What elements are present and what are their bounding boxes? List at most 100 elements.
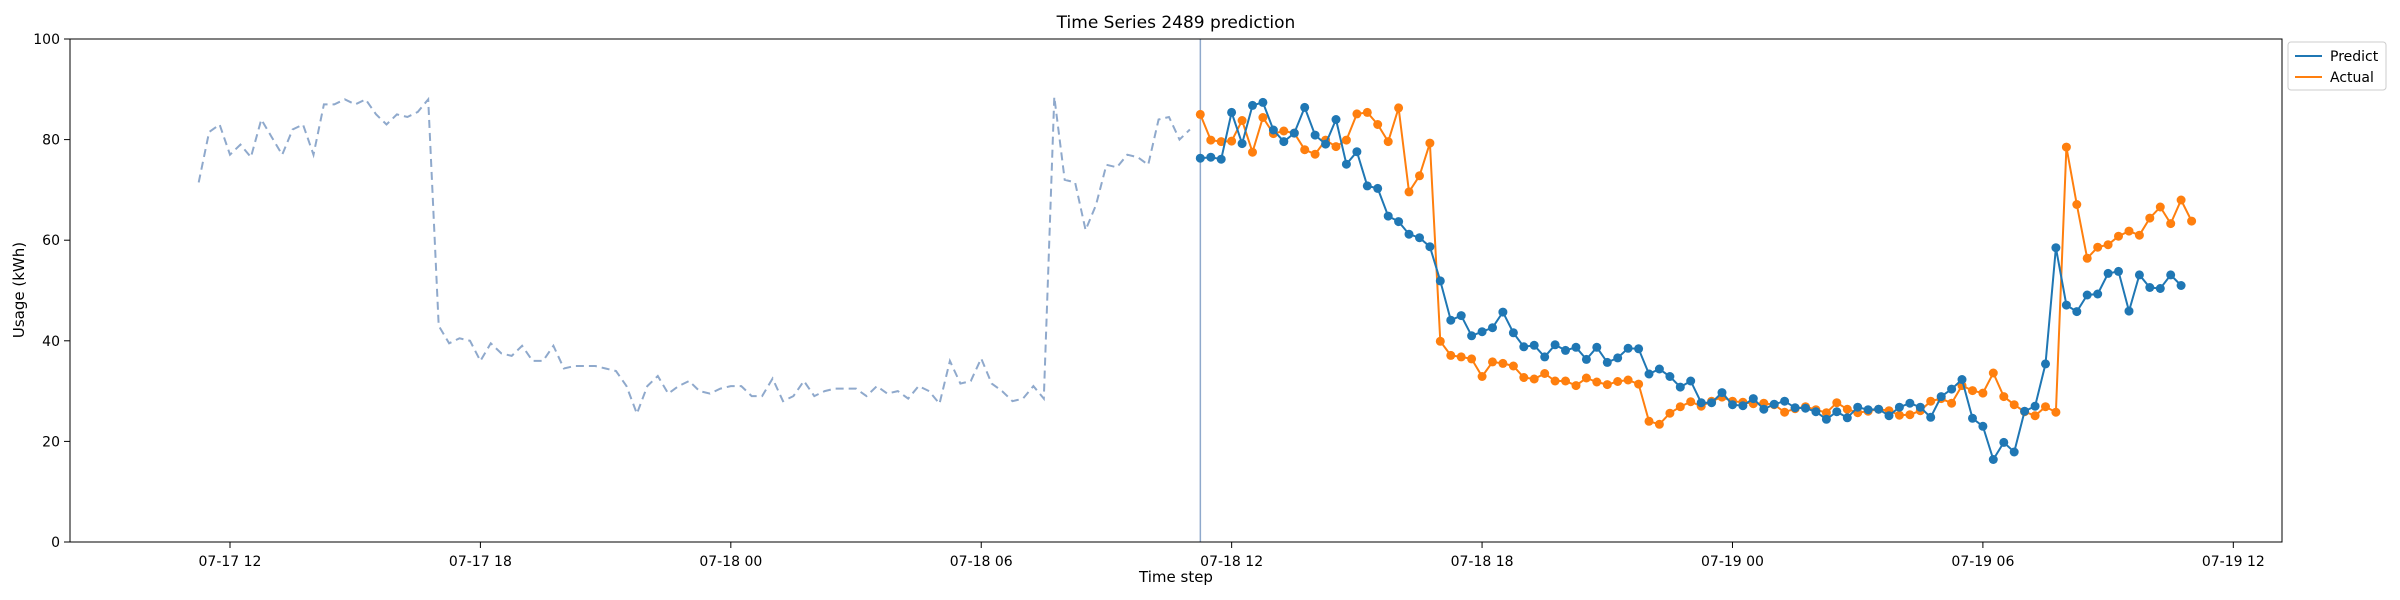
actual-point — [1592, 377, 1602, 387]
actual-point — [1394, 103, 1404, 113]
predict-point — [1321, 139, 1331, 149]
actual-point — [1644, 416, 1654, 426]
actual-point — [2093, 242, 2103, 252]
actual-point — [1498, 358, 1508, 368]
predict-point — [1383, 211, 1393, 221]
y-tick-label: 40 — [42, 334, 60, 350]
predict-point — [1435, 276, 1445, 286]
actual-point — [1519, 373, 1529, 382]
actual-point — [1488, 357, 1497, 367]
predict-point — [2020, 406, 2030, 416]
x-axis: 07-17 12 07-17 18 07-18 00 07-18 06 07-18 12… — [199, 542, 2265, 570]
predict-point — [1707, 398, 1717, 408]
actual-point — [1310, 149, 1320, 159]
actual-point — [2082, 253, 2092, 263]
predict-point — [1268, 125, 1278, 135]
actual-point — [1968, 386, 1977, 396]
predict-point — [2124, 306, 2134, 316]
actual-point — [1581, 373, 1591, 383]
predict-point — [1728, 400, 1737, 410]
plot-frame — [69, 38, 2283, 543]
x-tick-label: 07-18 00 — [699, 554, 762, 570]
predict-point — [1936, 392, 1946, 402]
actual-point — [1477, 372, 1487, 381]
predict-point — [1780, 396, 1790, 406]
predict-point — [1915, 402, 1925, 412]
actual-point — [1780, 407, 1790, 417]
actual-point — [2114, 231, 2123, 241]
actual-point — [1415, 171, 1424, 181]
predict-point — [1801, 403, 1810, 413]
predict-point — [1874, 404, 1884, 414]
predict-point — [1248, 100, 1257, 110]
predict-point — [1811, 407, 1821, 417]
chart-title: Time Series 2489 prediction — [1056, 13, 1296, 33]
predict-point — [1519, 342, 1529, 352]
predict-point — [1863, 405, 1873, 415]
x-tick-label: 07-19 00 — [1701, 554, 1764, 570]
predict-point — [1529, 340, 1539, 350]
actual-point — [2176, 195, 2186, 205]
actual-point — [1665, 408, 1675, 418]
predict-point — [1404, 229, 1414, 239]
predict-point — [1227, 107, 1237, 117]
actual-point — [1446, 350, 1456, 360]
predict-point — [1853, 402, 1863, 412]
actual-point — [1894, 410, 1904, 420]
predict-point — [2134, 270, 2144, 280]
predict-point — [1634, 344, 1644, 354]
predict-point — [1310, 130, 1320, 140]
predict-point — [1488, 323, 1497, 333]
actual-point — [2103, 240, 2113, 250]
actual-point — [1654, 419, 1664, 429]
predict-point — [1331, 115, 1341, 124]
y-axis-label: Usage (kWh) — [10, 242, 28, 338]
predict-point — [1279, 137, 1289, 147]
predict-point — [1654, 364, 1664, 374]
actual-point — [1571, 381, 1581, 391]
actual-point — [1634, 379, 1644, 389]
y-tick-label: 60 — [42, 233, 60, 249]
actual-point — [1206, 135, 1216, 145]
x-tick-label: 07-19 06 — [1951, 554, 2014, 570]
predict-point — [1508, 328, 1518, 338]
predict-point — [1644, 369, 1654, 379]
predict-point — [1748, 394, 1758, 404]
actual-point — [2041, 402, 2050, 412]
x-tick-label: 07-17 12 — [199, 554, 262, 570]
predict-point — [1832, 407, 1842, 417]
history-line — [197, 96, 1191, 417]
actual-point — [2145, 213, 2155, 223]
predict-point — [1446, 315, 1456, 325]
predict-point — [1978, 421, 1988, 431]
predict-point — [1894, 402, 1904, 412]
predict-point — [1905, 398, 1915, 408]
actual-point — [1561, 376, 1570, 386]
predict-point — [1926, 412, 1936, 422]
predict-point — [1592, 342, 1602, 352]
predict-point — [1759, 404, 1769, 414]
actual-point — [1227, 136, 1237, 146]
actual-point — [1821, 408, 1831, 418]
x-tick-label: 07-18 06 — [950, 554, 1013, 570]
predict-point — [2093, 289, 2103, 299]
x-axis-label: Time step — [1138, 568, 1213, 586]
actual-point — [1425, 138, 1435, 148]
predict-point — [1675, 382, 1685, 392]
actual-point — [1947, 398, 1957, 408]
actual-point — [1508, 361, 1518, 371]
predict-point — [2030, 401, 2040, 411]
actual-point — [2187, 216, 2197, 226]
actual-point — [1216, 137, 1226, 147]
actual-point — [2009, 400, 2019, 410]
actual-point — [1529, 374, 1539, 384]
actual-point — [2072, 200, 2082, 209]
actual-point — [1978, 388, 1988, 398]
y-tick-label: 100 — [33, 32, 60, 48]
predict-point — [1696, 398, 1706, 408]
predict-point — [1289, 128, 1299, 138]
actual-point — [1435, 336, 1445, 346]
x-tick-label: 07-18 18 — [1451, 554, 1514, 570]
predict-point — [1498, 307, 1508, 317]
